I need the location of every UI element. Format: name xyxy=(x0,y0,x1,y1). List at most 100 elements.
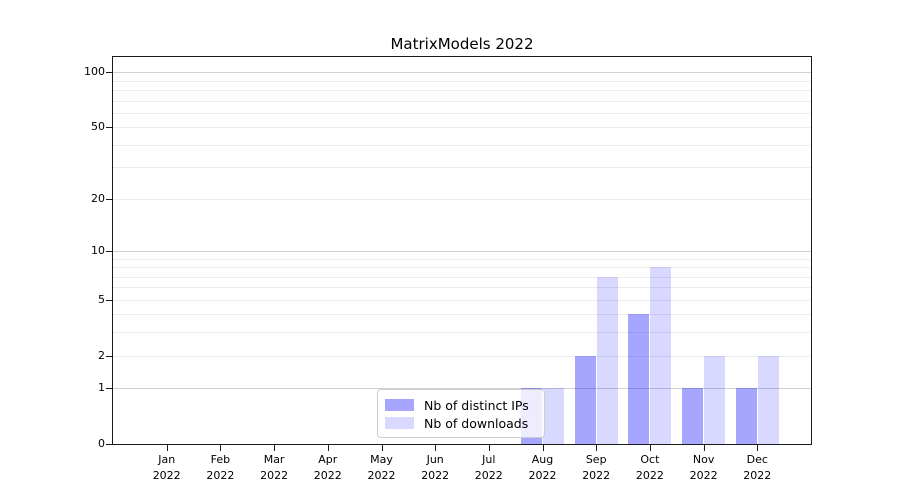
y-tick-label: 1 xyxy=(98,381,105,395)
legend-label: Nb of distinct IPs xyxy=(424,397,529,413)
x-tick-mark xyxy=(703,445,705,451)
gridline-major xyxy=(113,72,811,74)
x-tick-label: Apr 2022 xyxy=(298,452,358,484)
bar-distinct-ips xyxy=(735,388,757,444)
chart-title: MatrixModels 2022 xyxy=(390,35,534,53)
x-tick-label: Dec 2022 xyxy=(727,452,787,484)
x-tick-month: Dec xyxy=(746,453,768,466)
y-tick-mark xyxy=(106,127,113,129)
x-tick-month: Nov xyxy=(692,453,715,466)
bar-downloads xyxy=(650,267,672,444)
x-tick-month: Feb xyxy=(210,453,231,466)
x-tick-mark xyxy=(757,445,759,451)
gridline-minor xyxy=(113,80,811,82)
x-tick-mark xyxy=(596,445,598,451)
bar-distinct-ips xyxy=(574,355,596,444)
bar-downloads xyxy=(596,276,618,444)
y-tick-label: 50 xyxy=(91,120,105,134)
y-tick-label: 0 xyxy=(98,437,105,450)
gridline-minor xyxy=(113,299,811,301)
plot-area xyxy=(112,56,812,445)
y-tick-label: 100 xyxy=(84,65,105,79)
y-tick-label: 5 xyxy=(98,292,105,306)
legend-swatch-downloads xyxy=(385,417,414,429)
gridline-minor xyxy=(113,332,811,334)
x-tick-year: 2022 xyxy=(635,469,664,482)
x-tick-mark xyxy=(435,445,437,451)
legend-item: Nb of downloads xyxy=(385,414,536,432)
gridline-minor xyxy=(113,100,811,102)
gridline-minor xyxy=(113,112,811,114)
x-tick-month: Jun xyxy=(426,453,444,466)
x-tick-label: Nov 2022 xyxy=(674,452,734,484)
gridline-minor xyxy=(113,198,811,200)
y-tick-mark xyxy=(106,250,113,252)
x-tick-mark xyxy=(166,445,168,451)
x-tick-label: Mar 2022 xyxy=(244,452,304,484)
x-tick-year: 2022 xyxy=(689,469,718,482)
bar-downloads xyxy=(757,355,779,444)
x-tick-year: 2022 xyxy=(152,469,181,482)
y-tick-mark xyxy=(106,198,113,200)
x-tick-mark xyxy=(381,445,383,451)
x-tick-month: Jul xyxy=(482,453,496,466)
x-tick-mark xyxy=(649,445,651,451)
gridline-minor xyxy=(113,127,811,129)
y-tick-mark xyxy=(106,299,113,301)
gridline-major xyxy=(113,250,811,252)
x-tick-year: 2022 xyxy=(206,469,235,482)
x-tick-month: Jan xyxy=(158,453,176,466)
x-tick-label: Feb 2022 xyxy=(190,452,250,484)
gridline-minor xyxy=(113,276,811,278)
x-tick-mark xyxy=(327,445,329,451)
x-tick-year: 2022 xyxy=(260,469,289,482)
gridline-minor xyxy=(113,144,811,146)
x-tick-month: Mar xyxy=(263,453,285,466)
gridline-major xyxy=(113,388,811,390)
gridline-minor xyxy=(113,355,811,357)
y-tick-mark xyxy=(106,355,113,357)
x-tick-label: Jul 2022 xyxy=(459,452,519,484)
legend-swatch-distinct-ips xyxy=(385,399,414,411)
y-tick-label: 20 xyxy=(91,191,105,205)
x-tick-month: Sep xyxy=(585,453,607,466)
x-tick-mark xyxy=(220,445,222,451)
x-tick-mark xyxy=(274,445,276,451)
gridline-minor xyxy=(113,287,811,289)
x-tick-label: Oct 2022 xyxy=(620,452,680,484)
x-tick-month: Aug xyxy=(531,453,554,466)
x-tick-label: May 2022 xyxy=(352,452,412,484)
bar-downloads xyxy=(704,355,726,444)
x-tick-month: Apr xyxy=(318,453,338,466)
y-tick-label: 2 xyxy=(98,348,105,362)
x-tick-year: 2022 xyxy=(528,469,557,482)
gridline-minor xyxy=(113,167,811,169)
legend-item: Nb of distinct IPs xyxy=(385,396,536,414)
x-tick-label: Sep 2022 xyxy=(566,452,626,484)
x-tick-label: Jun 2022 xyxy=(405,452,465,484)
x-tick-label: Aug 2022 xyxy=(513,452,573,484)
x-tick-year: 2022 xyxy=(421,469,450,482)
legend-label: Nb of downloads xyxy=(424,415,529,431)
bar-distinct-ips xyxy=(682,388,704,444)
gridline-minor xyxy=(113,90,811,91)
x-tick-label: Jan 2022 xyxy=(137,452,197,484)
y-tick-mark xyxy=(106,444,113,445)
x-tick-year: 2022 xyxy=(367,469,396,482)
bar-distinct-ips xyxy=(628,314,650,444)
gridline-minor xyxy=(113,267,811,268)
x-tick-month: May xyxy=(370,453,393,466)
x-tick-year: 2022 xyxy=(313,469,342,482)
x-tick-year: 2022 xyxy=(743,469,772,482)
x-tick-month: Oct xyxy=(640,453,660,466)
y-tick-label: 10 xyxy=(91,243,105,257)
gridline-minor xyxy=(113,314,811,316)
legend: Nb of distinct IPs Nb of downloads xyxy=(377,389,545,438)
gridline-minor xyxy=(113,258,811,260)
x-tick-year: 2022 xyxy=(474,469,503,482)
x-tick-mark xyxy=(488,445,490,451)
x-tick-mark xyxy=(542,445,544,451)
bar-downloads xyxy=(543,388,564,444)
x-tick-year: 2022 xyxy=(582,469,611,482)
